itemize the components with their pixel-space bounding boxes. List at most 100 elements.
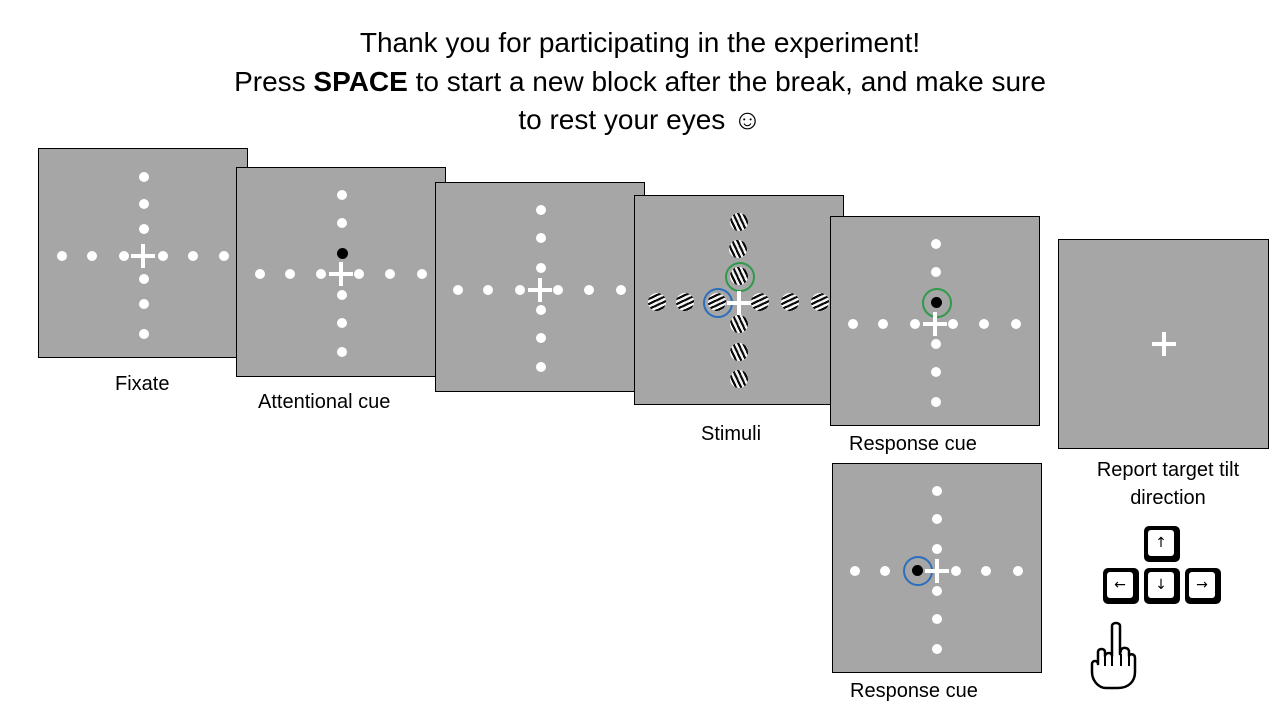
- placeholder-dot: [584, 285, 594, 295]
- placeholder-dot: [931, 339, 941, 349]
- grating-stimulus: [729, 240, 747, 258]
- placeholder-dot: [536, 305, 546, 315]
- placeholder-dot: [932, 486, 942, 496]
- placeholder-dot: [385, 269, 395, 279]
- instruction-line-2: Press SPACE to start a new block after t…: [234, 65, 1046, 97]
- response-ring-green: [922, 288, 952, 318]
- fixation-cross: [131, 244, 155, 268]
- placeholder-dot: [483, 285, 493, 295]
- placeholder-dot: [536, 362, 546, 372]
- response-cue-panel-bottom: [832, 463, 1042, 673]
- placeholder-dot: [536, 205, 546, 215]
- fixation-cross: [727, 291, 751, 315]
- placeholder-dot: [932, 514, 942, 524]
- placeholder-dot: [932, 544, 942, 554]
- instruction-text: Thank you for participating in the exper…: [140, 24, 1140, 140]
- placeholder-dot: [337, 347, 347, 357]
- left-arrow-icon: ←: [1107, 572, 1133, 598]
- down-arrow-icon: ↓: [1148, 572, 1174, 598]
- placeholder-dot: [880, 566, 890, 576]
- placeholder-dot: [316, 269, 326, 279]
- interval-panel: [435, 182, 645, 392]
- grating-stimulus: [730, 315, 748, 333]
- placeholder-dot: [285, 269, 295, 279]
- placeholder-dot: [931, 397, 941, 407]
- placeholder-dot: [979, 319, 989, 329]
- fixation-cross: [528, 278, 552, 302]
- label-response-cue-bottom: Response cue: [850, 680, 978, 702]
- grating-stimulus: [730, 370, 748, 388]
- placeholder-dot: [931, 267, 941, 277]
- grating-stimulus: [648, 293, 666, 311]
- hand-pointing-icon: [1090, 621, 1137, 690]
- fixation-cross: [925, 559, 949, 583]
- placeholder-dot: [453, 285, 463, 295]
- fixation-cross: [923, 312, 947, 336]
- up-arrow-key[interactable]: ↑: [1144, 526, 1180, 562]
- placeholder-dot: [932, 614, 942, 624]
- placeholder-dot: [948, 319, 958, 329]
- placeholder-dot: [354, 269, 364, 279]
- fixate-panel: [38, 148, 248, 358]
- placeholder-dot: [158, 251, 168, 261]
- placeholder-dot: [139, 224, 149, 234]
- placeholder-dot: [878, 319, 888, 329]
- fixation-cross: [329, 262, 353, 286]
- placeholder-dot: [536, 333, 546, 343]
- grating-stimulus: [781, 293, 799, 311]
- attentional-cue-panel: [236, 167, 446, 377]
- left-arrow-key[interactable]: ←: [1103, 568, 1139, 604]
- placeholder-dot: [87, 251, 97, 261]
- placeholder-dot: [139, 274, 149, 284]
- label-report: Report target tilt direction: [1096, 459, 1240, 509]
- placeholder-dot: [1013, 566, 1023, 576]
- placeholder-dot: [188, 251, 198, 261]
- report-panel: [1058, 239, 1269, 449]
- stimuli-panel: [634, 195, 844, 405]
- placeholder-dot: [951, 566, 961, 576]
- placeholder-dot: [337, 190, 347, 200]
- grating-stimulus: [730, 213, 748, 231]
- up-arrow-icon: ↑: [1148, 530, 1174, 556]
- label-attentional-cue: Attentional cue: [258, 391, 391, 413]
- placeholder-dot: [932, 586, 942, 596]
- right-arrow-icon: →: [1189, 572, 1215, 598]
- placeholder-dot: [417, 269, 427, 279]
- space-key-label: SPACE: [313, 65, 408, 97]
- placeholder-dot: [931, 367, 941, 377]
- instruction-line-3: to rest your eyes ☺: [518, 104, 762, 135]
- grating-stimulus: [751, 293, 769, 311]
- placeholder-dot: [139, 199, 149, 209]
- right-arrow-key[interactable]: →: [1185, 568, 1221, 604]
- placeholder-dot: [139, 329, 149, 339]
- placeholder-dot: [337, 318, 347, 328]
- label-stimuli: Stimuli: [701, 423, 762, 445]
- placeholder-dot: [515, 285, 525, 295]
- placeholder-dot: [119, 251, 129, 261]
- placeholder-dot: [536, 263, 546, 273]
- label-response-cue-top: Response cue: [849, 433, 977, 455]
- placeholder-dot: [536, 233, 546, 243]
- grating-stimulus: [811, 293, 829, 311]
- grating-stimulus: [730, 343, 748, 361]
- placeholder-dot: [255, 269, 265, 279]
- placeholder-dot: [139, 299, 149, 309]
- placeholder-dot: [219, 251, 229, 261]
- placeholder-dot: [1011, 319, 1021, 329]
- attention-cue-dot: [336, 247, 348, 259]
- placeholder-dot: [337, 290, 347, 300]
- placeholder-dot: [57, 251, 67, 261]
- placeholder-dot: [932, 644, 942, 654]
- placeholder-dot: [910, 319, 920, 329]
- down-arrow-key[interactable]: ↓: [1144, 568, 1180, 604]
- label-fixate: Fixate: [115, 373, 170, 395]
- placeholder-dot: [139, 172, 149, 182]
- placeholder-dot: [981, 566, 991, 576]
- response-cue-panel-top: [830, 216, 1040, 426]
- placeholder-dot: [616, 285, 626, 295]
- target-ring-green: [725, 262, 755, 292]
- instruction-line-1: Thank you for participating in the exper…: [359, 27, 921, 58]
- placeholder-dot: [553, 285, 563, 295]
- grating-stimulus: [676, 293, 694, 311]
- fixation-cross: [1152, 332, 1176, 356]
